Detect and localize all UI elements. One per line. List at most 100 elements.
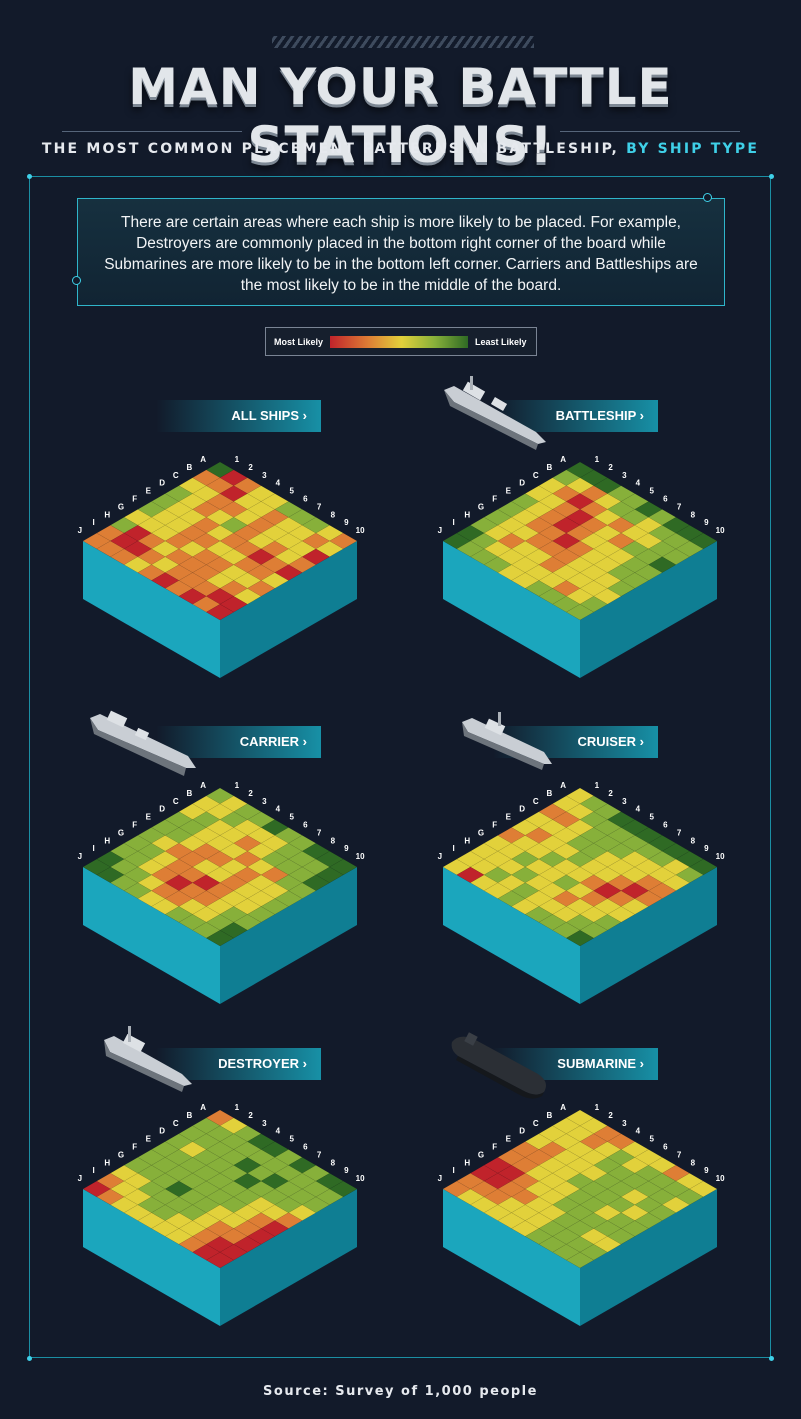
- column-label: 8: [331, 836, 336, 845]
- column-label: 4: [636, 805, 641, 814]
- panel-title: SUBMARINE ›: [493, 1048, 658, 1080]
- board-water-left: [83, 1189, 220, 1326]
- carrier-icon: [90, 710, 196, 776]
- column-label: 3: [622, 797, 627, 806]
- chevron-right-icon: ›: [639, 1056, 644, 1071]
- legend-least-label: Least Likely: [475, 337, 527, 347]
- row-label: D: [519, 1127, 525, 1136]
- cruiser-icon: [462, 712, 552, 770]
- column-label: 3: [622, 1119, 627, 1128]
- column-label: 9: [704, 844, 709, 853]
- heatmap-cell-J10: [565, 1251, 595, 1269]
- row-label: H: [104, 1158, 110, 1167]
- column-label: 9: [344, 844, 349, 853]
- column-label: 6: [663, 495, 668, 504]
- column-label: 4: [276, 1127, 281, 1136]
- row-label: D: [159, 479, 165, 488]
- row-label: F: [132, 1143, 137, 1152]
- subtitle-highlight: BY SHIP TYPE: [626, 141, 760, 157]
- panel-title-label: BATTLESHIP: [555, 408, 637, 423]
- column-label: 6: [303, 821, 308, 830]
- row-label: D: [159, 1127, 165, 1136]
- column-label: 6: [663, 821, 668, 830]
- row-label: B: [187, 1111, 193, 1120]
- row-label: C: [533, 471, 539, 480]
- column-label: 1: [595, 781, 600, 790]
- column-label: 2: [248, 1111, 253, 1120]
- column-label: 7: [677, 502, 682, 511]
- chevron-right-icon: ›: [639, 408, 644, 423]
- row-label: I: [452, 518, 454, 527]
- row-label: E: [506, 487, 512, 496]
- column-label: 4: [636, 479, 641, 488]
- board-water-right: [580, 541, 717, 678]
- submarine-icon: [451, 1032, 546, 1099]
- row-label: A: [560, 1103, 566, 1112]
- row-label: D: [519, 805, 525, 814]
- column-label: 7: [317, 828, 322, 837]
- intro-box: There are certain areas where each ship …: [77, 198, 725, 306]
- row-label: I: [452, 844, 454, 853]
- chevron-right-icon: ›: [302, 734, 307, 749]
- row-label: J: [78, 1174, 82, 1183]
- frame-corner-dot: [27, 174, 32, 179]
- board-water-right: [580, 867, 717, 1004]
- column-label: 9: [704, 518, 709, 527]
- panel-title-label: ALL SHIPS: [231, 408, 300, 423]
- column-label: 1: [595, 455, 600, 464]
- column-label: 2: [608, 789, 613, 798]
- row-label: F: [492, 1143, 497, 1152]
- column-label: 5: [649, 1135, 654, 1144]
- column-label: 3: [262, 797, 267, 806]
- column-label: 7: [677, 828, 682, 837]
- row-label: C: [173, 1119, 179, 1128]
- row-label: G: [118, 828, 124, 837]
- column-label: 6: [663, 1143, 668, 1152]
- row-label: E: [146, 487, 152, 496]
- board-water-left: [443, 541, 580, 678]
- chevron-right-icon: ›: [639, 734, 644, 749]
- page-title: MAN YOUR BATTLE STATIONS!: [128, 58, 673, 174]
- board-water-left: [443, 1189, 580, 1326]
- heatmap-cell-J10: [205, 603, 235, 621]
- column-label: 8: [331, 510, 336, 519]
- column-label: 7: [677, 1150, 682, 1159]
- subtitle-main: THE MOST COMMON PLACEMENT PATTERNS IN BA…: [41, 141, 620, 157]
- row-label: J: [438, 1174, 442, 1183]
- row-label: D: [519, 479, 525, 488]
- title-rule-left: [62, 131, 242, 132]
- title-rule-right: [560, 131, 740, 132]
- row-label: F: [492, 495, 497, 504]
- column-label: 5: [649, 487, 654, 496]
- row-label: A: [560, 455, 566, 464]
- row-label: I: [92, 844, 94, 853]
- panel-carrier: A B C D E F G H I J 1 2 3 4 5 6 7 8 9 10 CARRIER ›: [44, 710, 404, 1046]
- column-label: 2: [248, 789, 253, 798]
- chevron-right-icon: ›: [302, 408, 307, 423]
- row-label: H: [464, 836, 470, 845]
- column-label: 10: [716, 526, 725, 535]
- column-label: 3: [262, 1119, 267, 1128]
- intro-node-dot: [703, 193, 712, 202]
- column-label: 8: [691, 510, 696, 519]
- page-subtitle: THE MOST COMMON PLACEMENT PATTERNS IN BA…: [0, 141, 801, 157]
- row-label: J: [438, 852, 442, 861]
- column-label: 10: [716, 852, 725, 861]
- row-label: J: [78, 852, 82, 861]
- column-label: 2: [248, 463, 253, 472]
- column-label: 1: [235, 455, 240, 464]
- board-water-right: [220, 541, 357, 678]
- row-label: B: [547, 463, 553, 472]
- board-water-right: [220, 867, 357, 1004]
- column-label: 3: [262, 471, 267, 480]
- row-label: B: [187, 789, 193, 798]
- column-label: 1: [235, 1103, 240, 1112]
- row-label: H: [464, 1158, 470, 1167]
- panel-title-label: DESTROYER: [218, 1056, 300, 1071]
- board-water-right: [580, 1189, 717, 1326]
- panel-destroyer: A B C D E F G H I J 1 2 3 4 5 6 7 8 9 10 DESTROYER ›: [44, 1026, 404, 1368]
- column-label: 5: [289, 487, 294, 496]
